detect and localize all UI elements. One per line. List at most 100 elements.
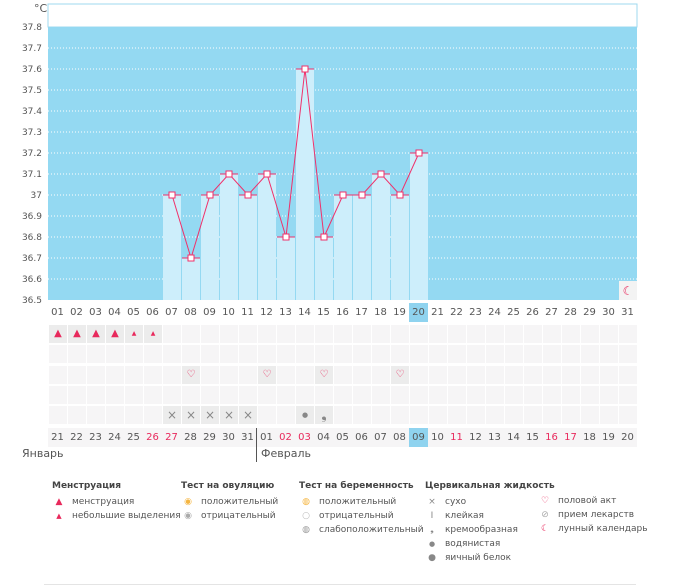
grid-cell[interactable] [600,406,618,424]
grid-cell[interactable] [410,325,428,343]
cycle-day-label[interactable]: 24 [488,307,501,318]
date-label[interactable]: 26 [143,428,162,447]
grid-cell[interactable] [163,345,181,363]
grid-cell[interactable] [562,325,580,343]
cycle-day-label[interactable]: 25 [507,307,520,318]
date-label[interactable]: 29 [200,428,219,447]
grid-cell[interactable] [562,345,580,363]
grid-cell[interactable] [87,386,105,404]
date-label[interactable]: 14 [504,428,523,447]
grid-cell[interactable] [201,325,219,343]
grid-cell[interactable] [239,406,257,424]
grid-cell[interactable] [429,366,447,384]
grid-cell[interactable] [486,345,504,363]
grid-cell[interactable] [68,345,86,363]
date-label[interactable]: 17 [561,428,580,447]
grid-cell[interactable] [220,406,238,424]
grid-cell[interactable] [49,345,67,363]
grid-cell[interactable] [163,406,181,424]
cycle-day-label[interactable]: 16 [336,307,349,318]
cycle-day-label[interactable]: 01 [51,307,64,318]
grid-cell[interactable] [296,386,314,404]
grid-cell[interactable] [391,325,409,343]
date-label[interactable]: 20 [618,428,637,447]
cycle-day-label[interactable]: 20 [409,303,428,322]
cycle-day-label[interactable]: 05 [127,307,140,318]
date-label[interactable]: 02 [276,428,295,447]
grid-cell[interactable] [410,345,428,363]
grid-cell[interactable] [467,345,485,363]
grid-cell[interactable] [410,386,428,404]
grid-cell[interactable] [125,406,143,424]
cycle-day-label[interactable]: 30 [602,307,615,318]
grid-cell[interactable] [391,386,409,404]
grid-cell[interactable] [448,366,466,384]
grid-cell[interactable] [277,386,295,404]
grid-cell[interactable] [220,325,238,343]
grid-cell[interactable] [296,406,314,424]
grid-cell[interactable] [87,325,105,343]
grid-cell[interactable] [505,345,523,363]
grid-cell[interactable] [486,406,504,424]
grid-cell[interactable] [258,366,276,384]
grid-cell[interactable] [353,406,371,424]
grid-cell[interactable] [125,386,143,404]
date-label[interactable]: 05 [333,428,352,447]
grid-cell[interactable] [49,406,67,424]
grid-cell[interactable] [581,406,599,424]
grid-cell[interactable] [49,386,67,404]
grid-cell[interactable] [258,386,276,404]
grid-cell[interactable] [372,406,390,424]
grid-cell[interactable] [315,325,333,343]
grid-cell[interactable] [600,345,618,363]
grid-cell[interactable] [201,386,219,404]
date-label[interactable]: 09 [409,428,428,447]
grid-cell[interactable] [315,406,333,424]
grid-cell[interactable] [163,386,181,404]
grid-cell[interactable] [486,325,504,343]
cycle-day-label[interactable]: 02 [70,307,83,318]
cycle-day-label[interactable]: 15 [317,307,330,318]
grid-cell[interactable] [467,325,485,343]
grid-cell[interactable] [543,386,561,404]
grid-cell[interactable] [600,366,618,384]
grid-cell[interactable] [87,366,105,384]
grid-cell[interactable] [581,345,599,363]
date-label[interactable]: 16 [542,428,561,447]
grid-cell[interactable] [144,366,162,384]
date-label[interactable]: 11 [447,428,466,447]
grid-cell[interactable] [429,386,447,404]
cycle-day-label[interactable]: 11 [241,307,254,318]
grid-cell[interactable] [391,406,409,424]
cycle-day-label[interactable]: 10 [222,307,235,318]
cycle-day-label[interactable]: 09 [203,307,216,318]
grid-cell[interactable] [505,386,523,404]
grid-cell[interactable] [239,386,257,404]
grid-cell[interactable] [372,345,390,363]
date-label[interactable]: 27 [162,428,181,447]
grid-cell[interactable] [619,325,637,343]
grid-cell[interactable] [467,386,485,404]
date-label[interactable]: 31 [238,428,257,447]
grid-cell[interactable] [125,366,143,384]
grid-cell[interactable] [87,345,105,363]
grid-cell[interactable] [296,366,314,384]
grid-cell[interactable] [182,366,200,384]
cycle-day-label[interactable]: 29 [583,307,596,318]
grid-cell[interactable] [429,325,447,343]
grid-cell[interactable] [486,386,504,404]
date-label[interactable]: 12 [466,428,485,447]
grid-cell[interactable] [239,325,257,343]
date-label[interactable]: 07 [371,428,390,447]
grid-cell[interactable] [68,386,86,404]
grid-cell[interactable] [619,366,637,384]
grid-cell[interactable] [524,325,542,343]
grid-cell[interactable] [543,406,561,424]
grid-cell[interactable] [429,345,447,363]
date-label[interactable]: 24 [105,428,124,447]
grid-cell[interactable] [296,325,314,343]
grid-cell[interactable] [543,345,561,363]
grid-cell[interactable] [106,386,124,404]
cycle-day-label[interactable]: 06 [146,307,159,318]
grid-cell[interactable] [277,366,295,384]
